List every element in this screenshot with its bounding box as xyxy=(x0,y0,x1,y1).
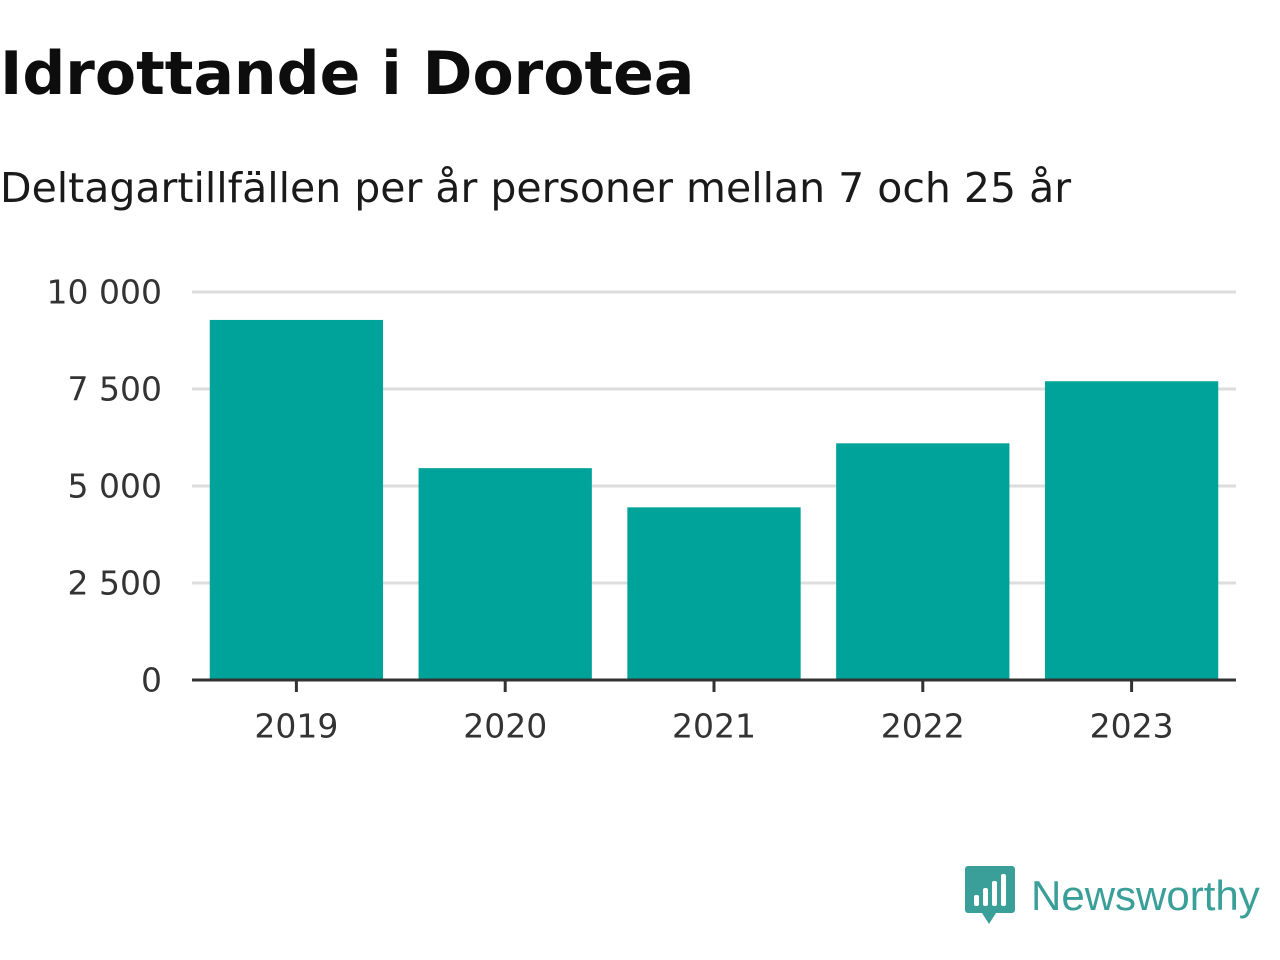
chart-title: Idrottande i Dorotea xyxy=(0,39,695,109)
newsworthy-logo: Newsworthy xyxy=(965,866,1260,926)
bars xyxy=(209,319,1219,680)
y-tick-label: 7 500 xyxy=(68,370,162,409)
bar xyxy=(418,468,592,680)
y-tick-label: 10 000 xyxy=(47,273,162,312)
y-tick-label: 2 500 xyxy=(68,564,162,603)
x-tick-label: 2019 xyxy=(254,707,338,746)
bar xyxy=(209,319,384,680)
y-tick-label: 0 xyxy=(141,661,162,700)
tick-labels: 0 2 500 5 000 7 500 10 000 2019 2020 2021 2022 20… xyxy=(47,273,1174,746)
x-axis xyxy=(192,678,1236,692)
bar xyxy=(1044,381,1219,680)
x-tick-label: 2020 xyxy=(463,707,547,746)
newsworthy-logo-icon xyxy=(965,866,1015,924)
x-tick-label: 2022 xyxy=(881,707,965,746)
y-tick-label: 5 000 xyxy=(68,467,162,506)
chart-subtitle: Deltagartillfällen per år personer mella… xyxy=(0,164,1072,212)
bar xyxy=(836,443,1010,680)
brand-name: Newsworthy xyxy=(1031,872,1260,919)
bar xyxy=(627,507,801,680)
x-tick-label: 2023 xyxy=(1090,707,1174,746)
x-tick-label: 2021 xyxy=(672,707,756,746)
